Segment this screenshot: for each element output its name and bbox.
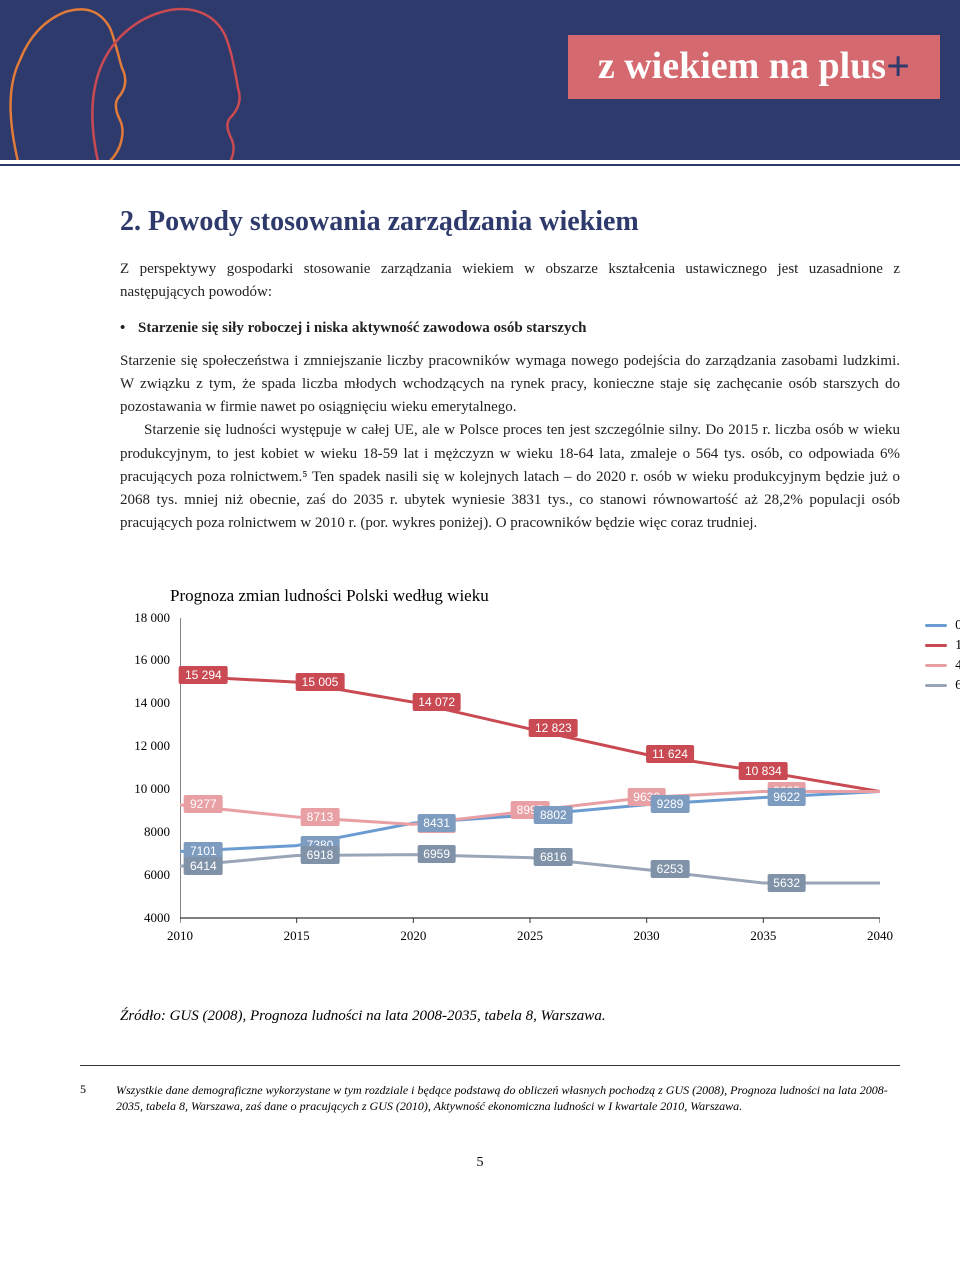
y-tick-label: 10 000 (134, 781, 170, 797)
chart-data-label: 8802 (534, 806, 573, 824)
chart-container: 40006000800010 00012 00014 00016 00018 0… (120, 618, 900, 978)
legend-item: 18 – 44 (925, 638, 960, 654)
y-tick-label: 12 000 (134, 738, 170, 754)
header-badge-plus: + (886, 44, 910, 90)
legend-label: 60+/65+ (955, 678, 960, 694)
legend-swatch (925, 684, 947, 687)
chart-data-label: 15 294 (179, 666, 228, 684)
bullet-heading: Starzenie się siły roboczej i niska akty… (120, 317, 900, 340)
footnote-number: 5 (80, 1082, 116, 1116)
section-title: 2. Powody stosowania zarządzania wiekiem (120, 206, 900, 238)
x-tick-label: 2010 (167, 928, 193, 944)
legend-item: 60+/65+ (925, 678, 960, 694)
chart-data-label: 6414 (184, 857, 223, 875)
legend-label: 0 – 17 (955, 618, 960, 634)
chart-data-label: 6918 (301, 846, 340, 864)
y-tick-label: 6000 (144, 867, 170, 883)
chart-data-label: 14 072 (412, 693, 461, 711)
x-tick-label: 2020 (400, 928, 426, 944)
header-badge-text: z wiekiem na plus (598, 45, 886, 87)
chart-data-label: 5632 (767, 874, 806, 892)
x-tick-label: 2035 (750, 928, 776, 944)
legend-swatch (925, 624, 947, 627)
header-band: z wiekiem na plus+ (0, 0, 960, 160)
y-tick-label: 4000 (144, 910, 170, 926)
legend-label: 45 – 59/64 (955, 658, 960, 674)
footnote-separator (80, 1065, 900, 1066)
legend-swatch (925, 644, 947, 647)
footnote-text: Wszystkie dane demograficzne wykorzystan… (116, 1082, 900, 1116)
body-paragraph-1: Starzenie się społeczeństwa i zmniejszan… (120, 350, 900, 420)
chart-data-label: 9277 (184, 795, 223, 813)
y-tick-label: 8000 (144, 824, 170, 840)
legend-swatch (925, 664, 947, 667)
chart-data-label: 6253 (651, 860, 690, 878)
chart-data-label: 10 834 (739, 762, 788, 780)
chart-data-label: 11 624 (646, 745, 694, 763)
chart-data-label: 6959 (417, 845, 456, 863)
header-badge: z wiekiem na plus+ (568, 35, 940, 99)
chart-source: Źródło: GUS (2008), Prognoza ludności na… (0, 988, 960, 1035)
chart-data-label: 8431 (417, 814, 456, 832)
chart-data-label: 9289 (651, 795, 690, 813)
chart-data-label: 15 005 (296, 673, 345, 691)
footnote: 5 Wszystkie dane demograficzne wykorzyst… (0, 1082, 960, 1136)
legend-item: 45 – 59/64 (925, 658, 960, 674)
x-tick-label: 2025 (517, 928, 543, 944)
chart-data-label: 6816 (534, 848, 573, 866)
page-number: 5 (0, 1135, 960, 1201)
content-body: 2. Powody stosowania zarządzania wiekiem… (0, 166, 960, 556)
chart-section: Prognoza zmian ludności Polski według wi… (0, 556, 960, 988)
chart-legend: 0 – 17 18 – 44 45 – 59/64 60+/65+ (925, 618, 960, 698)
legend-item: 0 – 17 (925, 618, 960, 634)
y-tick-label: 16 000 (134, 652, 170, 668)
x-tick-label: 2030 (634, 928, 660, 944)
chart-data-label: 9622 (767, 788, 806, 806)
intro-paragraph: Z perspektywy gospodarki stosowanie zarz… (120, 258, 900, 303)
y-tick-label: 14 000 (134, 695, 170, 711)
chart-data-label: 12 823 (529, 719, 578, 737)
chart-plot-area: 15 29415 00514 07212 82311 62410 8349905… (180, 618, 880, 948)
chart-data-label: 8713 (301, 808, 340, 826)
header-profiles-icon (0, 0, 280, 160)
x-tick-label: 2015 (284, 928, 310, 944)
y-tick-label: 18 000 (134, 610, 170, 626)
legend-label: 18 – 44 (955, 638, 960, 654)
body-paragraph-2: Starzenie się ludności występuje w całej… (120, 419, 900, 535)
y-axis: 40006000800010 00012 00014 00016 00018 0… (120, 618, 175, 918)
chart-title: Prognoza zmian ludności Polski według wi… (170, 586, 900, 606)
x-tick-label: 2040 (867, 928, 893, 944)
